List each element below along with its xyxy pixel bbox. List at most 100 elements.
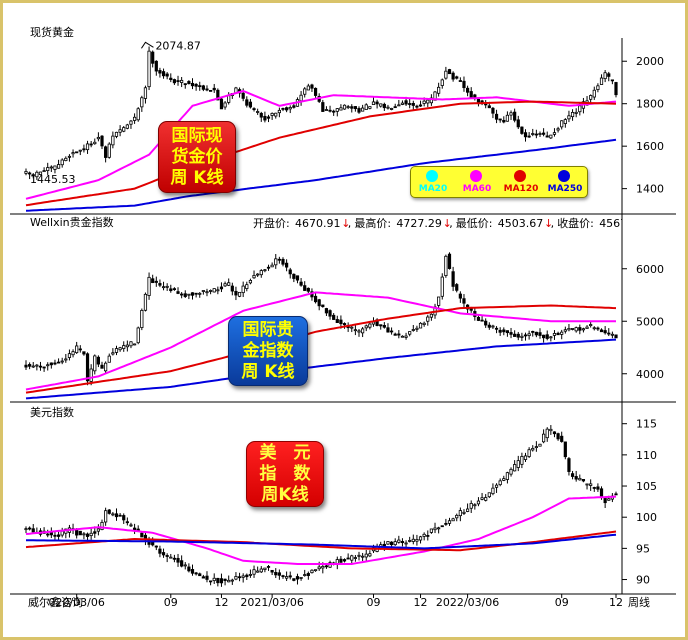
y-tick-label: 110 <box>636 449 657 462</box>
candle-body <box>132 116 137 121</box>
candle-body <box>252 569 256 575</box>
candle-body <box>603 72 607 80</box>
candle-body <box>516 460 520 468</box>
candle-body <box>444 522 448 525</box>
candle-body <box>473 94 477 98</box>
ma-line-ma250 <box>25 138 617 212</box>
candle-body <box>42 366 46 369</box>
candle-body <box>230 285 234 292</box>
candle-body <box>422 533 426 537</box>
candle-body <box>458 510 462 517</box>
candle-body <box>531 133 535 135</box>
candle-body <box>324 565 329 568</box>
candle-body <box>607 332 611 335</box>
candle-body <box>89 143 93 146</box>
candle-body <box>400 335 405 338</box>
candle-body <box>93 355 97 372</box>
candle-body <box>169 556 173 559</box>
y-tick-label: 6000 <box>636 263 664 276</box>
candle-body <box>227 282 231 286</box>
candle-body <box>552 132 557 135</box>
candle-body <box>64 157 68 161</box>
candle-body <box>82 148 86 151</box>
x-axis-right-label: 周线 <box>628 595 650 609</box>
candle-body <box>165 285 169 288</box>
y-tick-label: 5000 <box>636 315 664 328</box>
candle-body <box>364 553 368 558</box>
candle-body <box>266 266 271 269</box>
candle-body <box>263 269 267 272</box>
y-tick-label: 90 <box>636 574 650 587</box>
candle-body <box>82 351 86 355</box>
candle-body <box>382 543 386 547</box>
candle-body <box>49 362 53 366</box>
candle-body <box>317 566 321 570</box>
candle-body <box>56 534 61 537</box>
candle-body <box>607 73 611 77</box>
candle-body <box>411 329 415 331</box>
candle-body <box>24 528 28 531</box>
candle-body <box>198 573 202 577</box>
candle-body <box>227 579 231 583</box>
x-tick-label: 12 <box>609 596 623 609</box>
candle-body <box>198 292 202 295</box>
candle-body <box>614 82 618 96</box>
candle-body <box>433 91 437 101</box>
candle-body <box>491 487 495 495</box>
candle-body <box>129 341 133 347</box>
candle-body <box>389 108 394 110</box>
candle-body <box>183 83 187 86</box>
candle-body <box>437 296 441 306</box>
info-text: , <box>348 217 352 230</box>
candle-body <box>610 79 614 82</box>
candle-body <box>96 528 100 532</box>
candles-group <box>24 46 618 180</box>
candle-body <box>100 521 104 531</box>
candle-body <box>49 166 53 169</box>
candle-body <box>205 575 209 580</box>
candle-body <box>132 343 137 346</box>
candle-body <box>335 319 339 323</box>
ma-line-ma250 <box>25 338 617 400</box>
candle-body <box>176 557 180 563</box>
x-tick-label: 12 <box>214 596 228 609</box>
candle-body <box>201 290 205 292</box>
candle-body <box>67 353 72 358</box>
candle-body <box>563 441 567 458</box>
candle-body <box>143 293 148 311</box>
candle-body <box>190 82 195 87</box>
candle-body <box>118 129 122 133</box>
candle-body <box>498 329 502 333</box>
candle-body <box>476 316 481 321</box>
candle-body <box>509 112 513 116</box>
candle-body <box>342 559 347 562</box>
candles-group <box>24 425 618 587</box>
candle-body <box>219 286 224 290</box>
candle-body <box>542 334 546 339</box>
candle-body <box>31 174 35 177</box>
candle-body <box>451 518 455 522</box>
candle-body <box>509 468 513 475</box>
candle-body <box>382 103 386 109</box>
ma-line-ma60 <box>25 291 616 391</box>
legend-dot <box>470 170 482 182</box>
candle-body <box>426 99 430 104</box>
candle-body <box>303 88 307 95</box>
candle-body <box>237 291 242 297</box>
candle-body <box>28 527 32 530</box>
candle-body <box>589 483 593 486</box>
candle-body <box>259 568 263 573</box>
candle-body <box>93 141 97 145</box>
candle-body <box>353 106 357 110</box>
candle-body <box>599 77 604 85</box>
candle-body <box>270 264 274 268</box>
candle-body <box>75 151 79 154</box>
candle-body <box>353 329 357 332</box>
candle-body <box>78 530 82 536</box>
candle-body <box>190 292 195 296</box>
candle-body <box>560 331 564 335</box>
candle-body <box>60 159 64 166</box>
candle-body <box>589 95 593 100</box>
candle-body <box>180 293 184 296</box>
candle-body <box>274 572 278 576</box>
